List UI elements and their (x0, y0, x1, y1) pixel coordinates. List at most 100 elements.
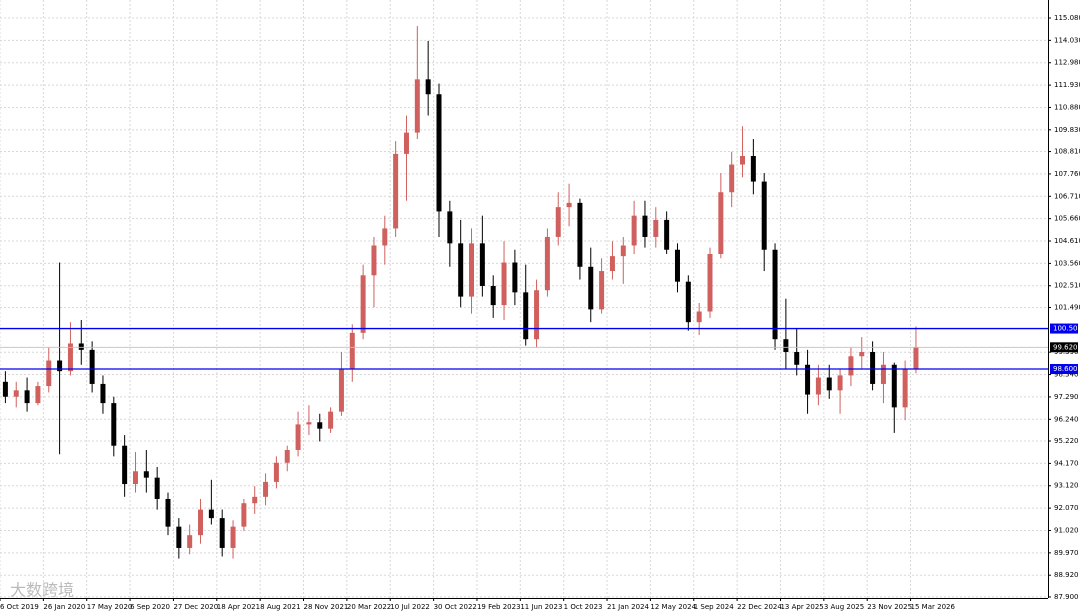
candle-body (458, 243, 464, 297)
candle-body (750, 156, 756, 182)
x-tick-label: 27 Dec 2020 (173, 603, 218, 611)
y-tick-label: 89.970 (1054, 549, 1079, 557)
candle-body (328, 411, 334, 429)
x-tick-label: 11 Jun 2023 (520, 603, 562, 611)
candle-body (447, 211, 453, 244)
candle-body (642, 215, 648, 237)
candle-body (664, 219, 670, 250)
last-price-box (1050, 342, 1078, 353)
candle-body (198, 509, 204, 536)
candle-body (805, 364, 811, 395)
candle-body (609, 256, 615, 272)
candle-body (653, 219, 659, 237)
candle-body (219, 518, 225, 548)
candle-body (122, 445, 128, 485)
candle-body (89, 349, 95, 384)
x-tick-label: 17 May 2020 (87, 603, 133, 611)
y-tick-label: 114.030 (1054, 36, 1080, 44)
candle-body (349, 332, 355, 370)
candle-body (577, 202, 583, 267)
candle-body (848, 356, 854, 376)
candle-body (479, 243, 485, 286)
candle-body (284, 449, 290, 463)
level-label: 98.600 (1053, 365, 1078, 373)
candle-body (360, 275, 366, 333)
candle-body (674, 249, 680, 282)
y-tick-label: 107.760 (1054, 170, 1080, 178)
candle-body (859, 351, 865, 357)
y-tick-label: 109.830 (1054, 126, 1080, 134)
x-tick-label: 23 Nov 2025 (867, 603, 912, 611)
x-tick-label: 19 Feb 2023 (477, 603, 521, 611)
candle-body (57, 360, 63, 372)
candle-body (78, 343, 84, 350)
candle-body (512, 262, 518, 293)
y-tick-label: 96.240 (1054, 415, 1079, 423)
candle-body (740, 156, 746, 165)
candle-body (794, 351, 800, 365)
candle-body (24, 390, 30, 404)
y-tick-label: 95.220 (1054, 437, 1079, 445)
y-tick-label: 97.290 (1054, 393, 1079, 401)
candle-body (534, 290, 540, 340)
candle-body (46, 360, 52, 387)
candle-body (67, 343, 73, 372)
x-tick-label: 30 Oct 2022 (434, 603, 477, 611)
candle-body (436, 94, 442, 212)
candle-body (208, 509, 214, 519)
candle-body (143, 471, 149, 478)
y-tick-label: 105.660 (1054, 215, 1080, 223)
candle-body (501, 262, 507, 306)
x-tick-label: 1 Sep 2024 (694, 603, 734, 611)
candle-body (620, 245, 626, 257)
candle-body (913, 347, 919, 370)
candle-body (100, 383, 106, 404)
y-tick-label: 91.020 (1054, 526, 1079, 534)
candle-body (371, 245, 377, 276)
candle-body (880, 364, 886, 384)
candle-body (870, 351, 876, 384)
level-label: 100.500 (1053, 325, 1080, 333)
candle-body (469, 243, 475, 297)
last-price-label: 99.620 (1053, 343, 1078, 351)
y-tick-label: 98.340 (1054, 371, 1079, 379)
candle-body (317, 422, 323, 429)
candle-body (588, 266, 594, 310)
candle-body (2, 381, 8, 397)
y-tick-label: 93.120 (1054, 482, 1079, 490)
x-tick-label: 21 Jan 2024 (607, 603, 650, 611)
y-tick-label: 101.490 (1054, 303, 1080, 311)
y-tick-label: 92.070 (1054, 504, 1079, 512)
candle-body (772, 249, 778, 340)
candle-body (707, 254, 713, 312)
candle-body (414, 79, 420, 133)
x-tick-label: 12 May 2024 (650, 603, 696, 611)
candle-body (165, 498, 171, 527)
candle-body (685, 281, 691, 323)
candle-body (826, 377, 832, 391)
level-box (1050, 323, 1078, 334)
y-tick-label: 102.510 (1054, 282, 1080, 290)
x-tick-label: 26 Jan 2020 (43, 603, 85, 611)
candle-body (176, 526, 182, 548)
candle-body (252, 496, 258, 504)
candle-body (902, 369, 908, 408)
x-tick-label: 1 Oct 2023 (564, 603, 603, 611)
candle-body (718, 192, 724, 255)
y-tick-label: 110.880 (1054, 103, 1080, 111)
x-tick-label: 10 Jul 2022 (390, 603, 430, 611)
candle-body (230, 526, 236, 548)
y-tick-label: 103.560 (1054, 259, 1080, 267)
y-tick-label: 108.810 (1054, 148, 1080, 156)
candle-body (544, 236, 550, 291)
candle-body (815, 377, 821, 395)
y-tick-label: 112.980 (1054, 59, 1080, 67)
x-tick-label: 6 Sep 2020 (130, 603, 170, 611)
candle-body (555, 207, 561, 237)
x-tick-label: 13 Apr 2025 (780, 603, 823, 611)
candle-body (566, 202, 572, 208)
candle-body (783, 339, 789, 352)
y-tick-label: 115.080 (1054, 14, 1080, 22)
